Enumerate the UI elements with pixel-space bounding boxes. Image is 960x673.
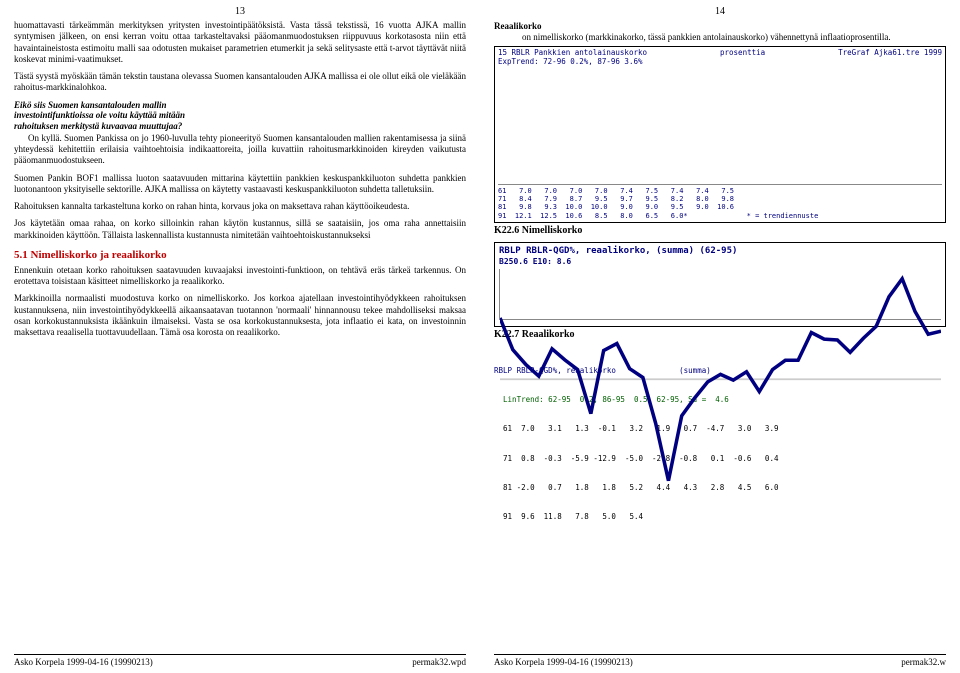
chart1-bars xyxy=(498,67,942,185)
footer-file: permak32.wpd xyxy=(412,657,466,667)
heading-reaalikorko: Reaalikorko xyxy=(494,21,946,31)
page-right: 14 Reaalikorko on nimelliskorko (markkin… xyxy=(480,0,960,673)
footer-right: Asko Korpela 1999-04-16 (19990213) perma… xyxy=(494,654,946,667)
chart2-title: RBLP RBLR-QGD%, reaalikorko, (summa) (62… xyxy=(499,246,941,257)
mono-l6: 91 9.6 11.8 7.8 5.0 5.4 xyxy=(494,512,946,522)
footer-author-r: Asko Korpela 1999-04-16 (19990213) xyxy=(494,657,633,667)
para-1a: huomattavasti tärkeämmän merkityksen yri… xyxy=(14,20,466,65)
q-line-1: Eikö siis Suomen kansantalouden mallin xyxy=(14,100,466,111)
para-4: Rahoituksen kannalta tarkasteltuna korko… xyxy=(14,201,466,212)
chart2-sub: B250.6 E10: 8.6 xyxy=(499,257,941,267)
para-reaali: on nimelliskorko (markkinakorko, tässä p… xyxy=(494,32,946,43)
chart2-canvas xyxy=(499,269,941,320)
para-1b: Tästä syystä myöskään tämän tekstin taus… xyxy=(14,71,466,94)
chart1-sub: ExpTrend: 72-96 0.2%, 87-96 3.6% xyxy=(498,58,942,67)
chart1-caption: K22.6 Nimelliskorko xyxy=(494,225,946,236)
para-7: Markkinoilla normaalisti muodostuva kork… xyxy=(14,293,466,338)
heading-5-1: 5.1 Nimelliskorko ja reaalikorko xyxy=(14,249,466,261)
footer-left: Asko Korpela 1999-04-16 (19990213) perma… xyxy=(14,654,466,667)
chart1-table: 61 7.0 7.0 7.0 7.0 7.4 7.5 7.4 7.4 7.5 7… xyxy=(498,187,942,221)
footer-file-r: permak32.w xyxy=(901,657,946,667)
para-2: On kyllä. Suomen Pankissa on jo 1960-luv… xyxy=(14,133,466,167)
two-page-spread: 13 huomattavasti tärkeämmän merkityksen … xyxy=(0,0,960,673)
page-left: 13 huomattavasti tärkeämmän merkityksen … xyxy=(0,0,480,673)
page-number-right: 14 xyxy=(494,6,946,17)
footer-author: Asko Korpela 1999-04-16 (19990213) xyxy=(14,657,153,667)
right-body: Reaalikorko on nimelliskorko (markkinako… xyxy=(494,21,946,541)
chart1-source: TreGraf Ajka61.tre 1999 xyxy=(838,49,942,58)
chart1-unit: prosenttia xyxy=(720,49,765,58)
chart2-svg xyxy=(500,269,941,490)
q-line-2: investointifunktioissa ole voitu käyttää… xyxy=(14,110,466,121)
para-5: Jos käytetään omaa rahaa, on korko sillo… xyxy=(14,218,466,241)
q-line-3: rahoituksen merkitystä kuvaavaa muuttuja… xyxy=(14,121,466,132)
chart-k22-7: RBLP RBLR-QGD%, reaalikorko, (summa) (62… xyxy=(494,242,946,327)
para-3: Suomen Pankin BOF1 mallissa luoton saata… xyxy=(14,173,466,196)
chart-k22-6: 15 RBLR Pankkien antolainauskorko prosen… xyxy=(494,46,946,223)
page-number-left: 13 xyxy=(14,6,466,17)
para-6: Ennenkuin otetaan korko rahoituksen saat… xyxy=(14,265,466,288)
question-block: Eikö siis Suomen kansantalouden mallin i… xyxy=(14,100,466,132)
